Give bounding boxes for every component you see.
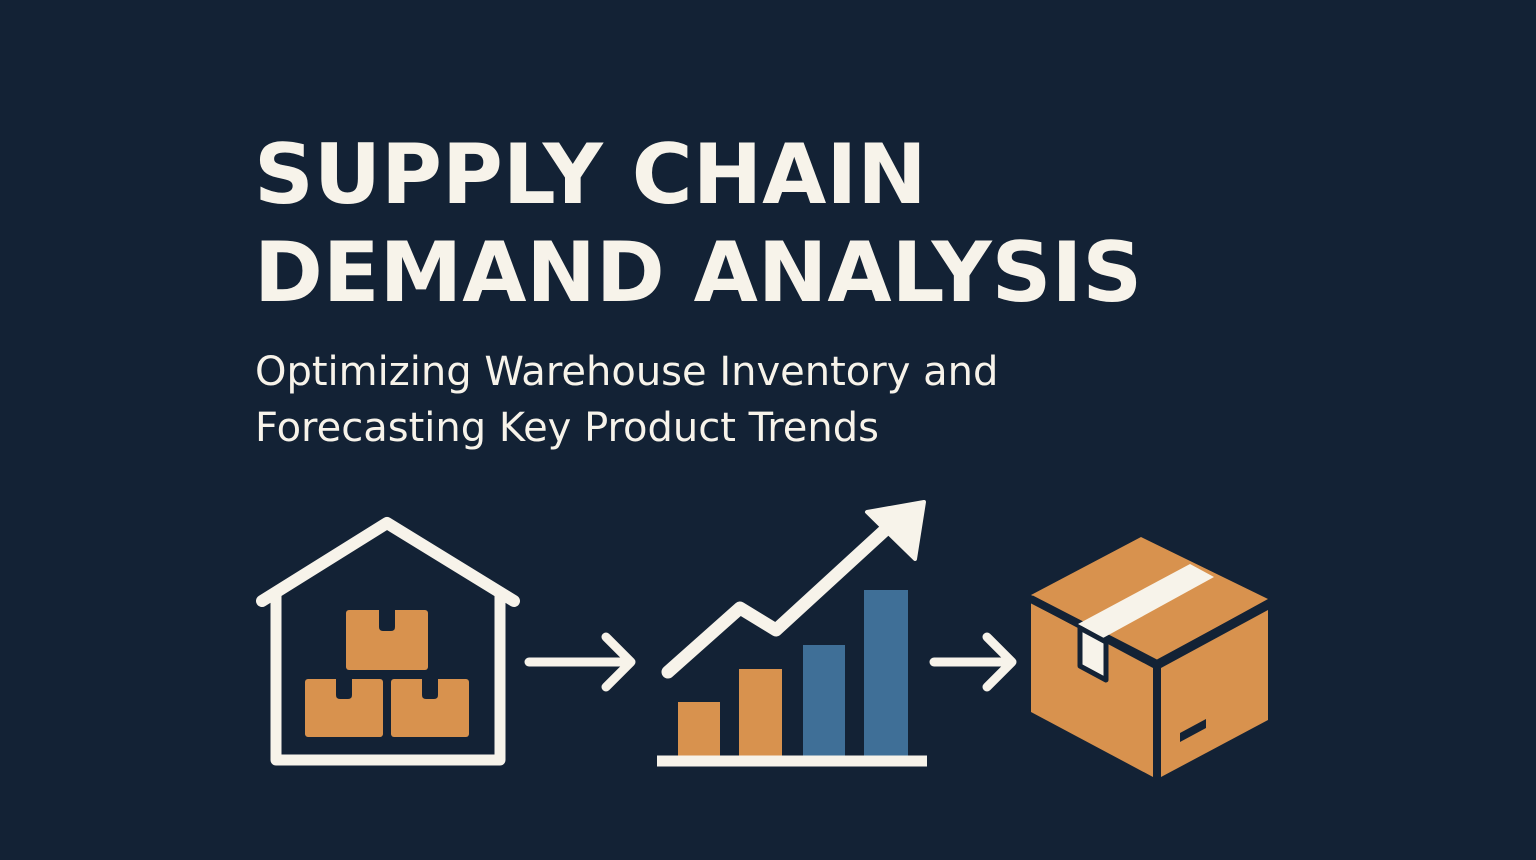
box-left-face	[1031, 603, 1153, 777]
warehouse-icon	[256, 517, 520, 766]
subtitle-line-1: Optimizing Warehouse Inventory and	[255, 349, 999, 395]
box-label	[1180, 719, 1206, 742]
package-box-icon	[1029, 537, 1270, 778]
chart-bar-3	[803, 645, 845, 757]
warehouse-box-right	[391, 679, 469, 737]
box-tape	[1078, 564, 1214, 638]
box-tape-flap	[1077, 625, 1109, 683]
chart-bar-1	[678, 702, 720, 757]
chart-trend-line	[661, 524, 891, 679]
arrow-right-icon	[524, 632, 636, 692]
title-line-2: DEMAND ANALYSIS	[254, 224, 1143, 321]
warehouse-box-top	[346, 610, 428, 670]
title-block: SUPPLY CHAIN DEMAND ANALYSIS	[254, 126, 1354, 322]
arrow-right-icon	[929, 632, 1017, 692]
warehouse-box-left	[305, 679, 383, 737]
chart-trend-arrowhead	[865, 500, 926, 561]
subtitle-block: Optimizing Warehouse Inventory and Forec…	[255, 344, 1255, 456]
chart-bar-2	[739, 669, 782, 757]
chart-bar-4	[864, 590, 908, 757]
title-line-1: SUPPLY CHAIN	[254, 126, 927, 223]
subtitle-line-2: Forecasting Key Product Trends	[255, 405, 879, 451]
bar-chart-trend-icon	[657, 500, 927, 767]
